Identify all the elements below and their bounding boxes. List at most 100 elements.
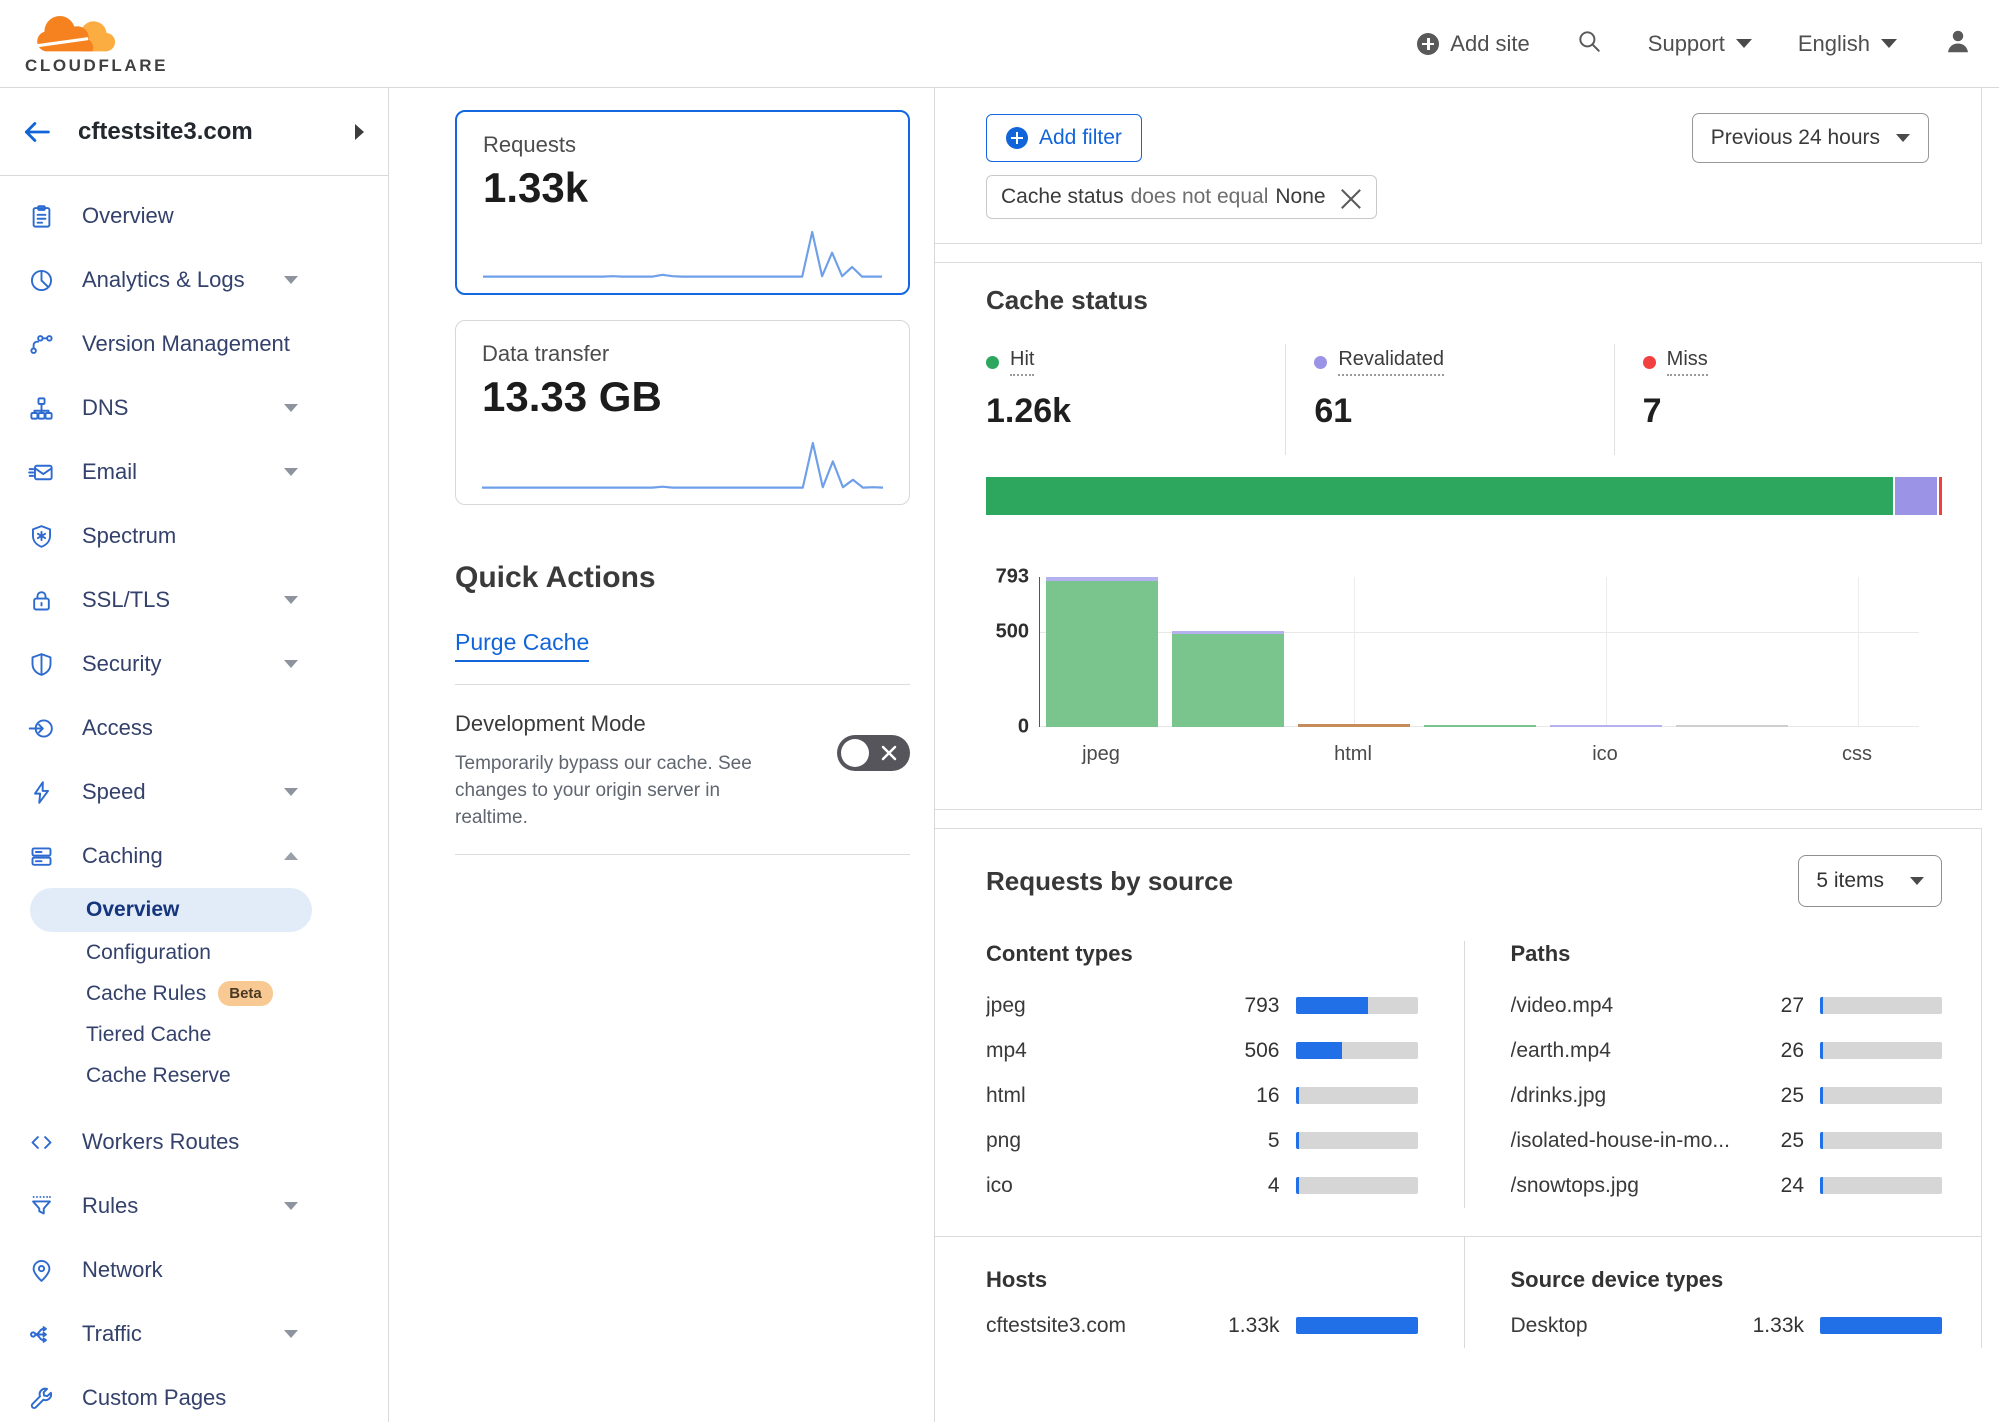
x-tick-label: css (1842, 743, 1872, 765)
funnel-icon (28, 1193, 55, 1220)
chevron-down-icon (284, 1202, 298, 1210)
data-transfer-label: Data transfer (482, 341, 610, 366)
development-mode-section: Development Mode Temporarily bypass our … (455, 711, 910, 832)
sidebar-subitem-overview[interactable]: Overview (30, 888, 312, 932)
plus-circle-icon (1417, 32, 1440, 55)
cache-status-stacked-bar (986, 477, 1942, 515)
table-row: /isolated-house-in-mo... 25 (1511, 1118, 1942, 1163)
back-arrow-icon[interactable] (20, 115, 54, 149)
development-mode-toggle[interactable] (837, 735, 910, 771)
requests-metric-card[interactable]: Requests 1.33k (455, 110, 910, 295)
sidebar-subitem-cache-reserve[interactable]: Cache Reserve (86, 1063, 231, 1087)
sidebar-item-rules[interactable]: Rules (0, 1174, 312, 1238)
chevron-down-icon (284, 1330, 298, 1338)
hosts-table: Hosts cftestsite3.com 1.33k (986, 1237, 1464, 1348)
cloudflare-logo[interactable]: CLOUDFLARE (25, 13, 168, 74)
column-segment-other (1676, 725, 1788, 727)
miss-legend-dot (1642, 355, 1656, 369)
revalidated-legend-dot (1314, 355, 1328, 369)
column-segment-revalidated (1550, 725, 1662, 727)
cloudflare-cloud-icon (25, 13, 117, 59)
table-row: jpeg 793 (986, 983, 1418, 1028)
chevron-down-icon (284, 660, 298, 668)
items-count-select[interactable]: 5 items (1798, 855, 1942, 907)
miss-value: 7 (1642, 392, 1662, 430)
v-gridline (1354, 577, 1355, 727)
table-row: png 5 (986, 1118, 1418, 1163)
row-bar (1295, 1317, 1418, 1334)
sidebar-item-security[interactable]: Security (0, 632, 312, 696)
filter-chip-operator: does not equal (1130, 185, 1269, 208)
site-name: cftestsite3.com (78, 117, 253, 145)
chart-column-ico (1550, 725, 1662, 727)
table-row: cftestsite3.com 1.33k (986, 1303, 1418, 1348)
x-tick-label: ico (1592, 743, 1618, 765)
filter-bar: Add filter Cache status does not equal N… (935, 88, 1982, 244)
sidebar-item-analytics-logs[interactable]: Analytics & Logs (0, 248, 312, 312)
column-segment-hit (1046, 581, 1158, 727)
column-segment-hit (1424, 725, 1536, 727)
miss-legend-label[interactable]: Miss (1666, 348, 1708, 376)
requests-sparkline (483, 230, 882, 278)
sidebar-item-email[interactable]: Email (0, 440, 312, 504)
sidebar-item-custom-pages[interactable]: Custom Pages (0, 1366, 312, 1422)
table-row: /snowtops.jpg 24 (1511, 1163, 1942, 1208)
row-value: 1.33k (1228, 1313, 1280, 1337)
sidebar: cftestsite3.com Overview Analytics & Logs… (0, 88, 389, 1422)
spectrum-icon (28, 523, 55, 550)
row-bar (1295, 1087, 1418, 1104)
sidebar-item-overview[interactable]: Overview (0, 184, 312, 248)
time-range-select[interactable]: Previous 24 hours (1691, 113, 1929, 163)
chart-column (1676, 725, 1788, 727)
access-icon (28, 715, 55, 742)
table-row: Desktop 1.33k (1511, 1303, 1942, 1348)
sidebar-item-dns[interactable]: DNS (0, 376, 312, 440)
revalidated-legend-label[interactable]: Revalidated (1338, 348, 1444, 376)
hit-legend-label[interactable]: Hit (1010, 348, 1035, 376)
language-menu[interactable]: English (1798, 31, 1897, 57)
sidebar-subitem-cache-rules[interactable]: Cache Rules Beta (0, 973, 312, 1014)
stacked-bar-segment-revalidated (1893, 477, 1937, 515)
purge-cache-link[interactable]: Purge Cache (455, 629, 590, 662)
sidebar-item-caching[interactable]: Caching (0, 824, 312, 888)
sidebar-subitem-tiered-cache[interactable]: Tiered Cache (86, 1022, 212, 1046)
main-layout: cftestsite3.com Overview Analytics & Logs… (0, 88, 1999, 1422)
sidebar-item-traffic[interactable]: Traffic (0, 1302, 312, 1366)
sidebar-item-access[interactable]: Access (0, 696, 312, 760)
table-row: /video.mp4 27 (1511, 983, 1942, 1028)
device-types-table: Source device types Desktop 1.33k (1463, 1237, 1942, 1348)
chevron-down-icon (284, 788, 298, 796)
chevron-down-icon (1896, 134, 1910, 142)
chart-column (1424, 725, 1536, 727)
sidebar-item-speed[interactable]: Speed (0, 760, 312, 824)
add-site-button[interactable]: Add site (1417, 31, 1530, 57)
paths-title: Paths (1510, 941, 1571, 966)
row-value: 506 (1244, 1038, 1280, 1062)
add-filter-button[interactable]: Add filter (986, 114, 1142, 162)
sidebar-item-workers-routes[interactable]: Workers Routes (0, 1110, 312, 1174)
sidebar-item-ssl-tls[interactable]: SSL/TLS (0, 568, 312, 632)
filter-chip[interactable]: Cache status does not equal None (986, 175, 1377, 219)
sidebar-item-network[interactable]: Network (0, 1238, 312, 1302)
row-bar (1820, 1087, 1942, 1104)
remove-filter-icon[interactable] (1340, 186, 1362, 208)
chevron-down-icon (284, 468, 298, 476)
sidebar-subitem-configuration[interactable]: Configuration (86, 940, 211, 964)
user-account-icon[interactable] (1943, 26, 1973, 61)
sidebar-item-spectrum[interactable]: Spectrum (0, 504, 312, 568)
data-transfer-value: 13.33 GB (482, 373, 662, 420)
dns-icon (28, 395, 55, 422)
filter-chip-value: None (1275, 185, 1326, 208)
support-menu[interactable]: Support (1648, 31, 1752, 57)
chevron-right-icon[interactable] (355, 123, 364, 140)
row-bar (1820, 997, 1942, 1014)
chart-x-axis: jpeg html ico css (1039, 727, 1919, 767)
chevron-down-icon (284, 596, 298, 604)
cache-status-bar-chart: 793 500 0 jpeg html ico css (986, 566, 1942, 767)
row-value: 793 (1244, 993, 1280, 1017)
sidebar-item-version-management[interactable]: Version Management (0, 312, 312, 376)
requests-label: Requests (483, 132, 576, 157)
search-icon[interactable] (1576, 28, 1602, 59)
x-tick-label: jpeg (1082, 743, 1120, 765)
data-transfer-metric-card[interactable]: Data transfer 13.33 GB (455, 320, 910, 505)
